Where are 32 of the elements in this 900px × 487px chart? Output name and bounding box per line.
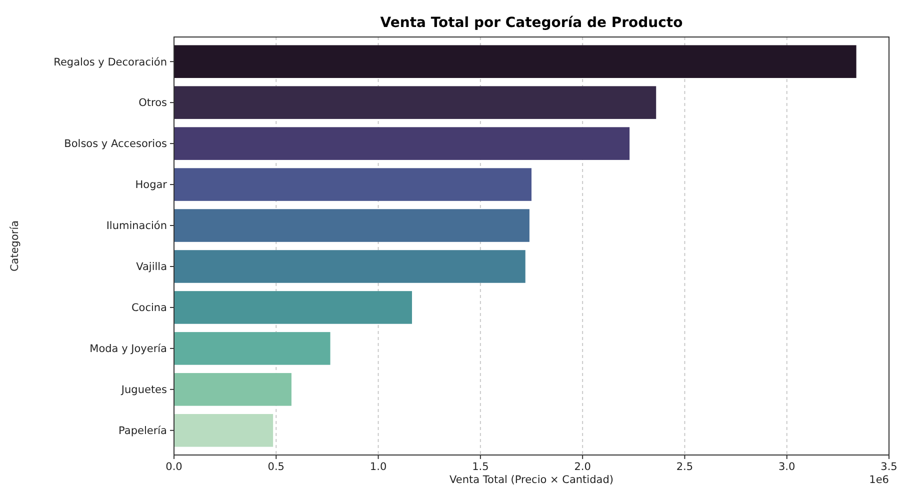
y-axis-title: Categoría — [9, 220, 21, 272]
y-tick-label: Vajilla — [136, 261, 167, 274]
bar — [174, 168, 532, 201]
y-tick-label: Bolsos y Accesorios — [64, 138, 167, 150]
y-tick-label: Moda y Joyería — [90, 343, 167, 356]
x-tick-label: 3.0 — [778, 461, 796, 473]
x-tick-label: 2.0 — [574, 461, 591, 473]
bar — [174, 373, 292, 406]
x-tick-label: 3.5 — [880, 461, 898, 473]
bar — [174, 414, 274, 447]
y-tick-label: Juguetes — [120, 384, 167, 396]
text: 1e6 — [869, 474, 890, 486]
chart-title: Venta Total por Categoría de Producto — [380, 15, 684, 31]
x-tick-label: 1.0 — [370, 461, 387, 473]
x-tick-label: 2.5 — [676, 461, 694, 473]
bar — [174, 45, 856, 78]
bar — [174, 250, 526, 283]
bar — [174, 127, 630, 160]
x-tick-label: 1.5 — [472, 461, 489, 473]
y-tick-label: Regalos y Decoración — [54, 56, 167, 68]
bar — [174, 209, 530, 242]
y-tick-label: Iluminación — [106, 220, 167, 232]
x-tick-label: 0.5 — [268, 461, 284, 473]
bar — [174, 332, 330, 365]
bar — [174, 86, 656, 119]
x-tick-label: 0.0 — [166, 461, 182, 473]
bar — [174, 291, 412, 324]
x-axis-title: Venta Total (Precio × Cantidad) — [450, 474, 614, 486]
y-tick-label: Otros — [138, 97, 167, 110]
y-tick-label: Hogar — [135, 179, 168, 192]
y-tick-label: Cocina — [131, 302, 167, 314]
y-tick-label: Papelería — [118, 425, 167, 438]
